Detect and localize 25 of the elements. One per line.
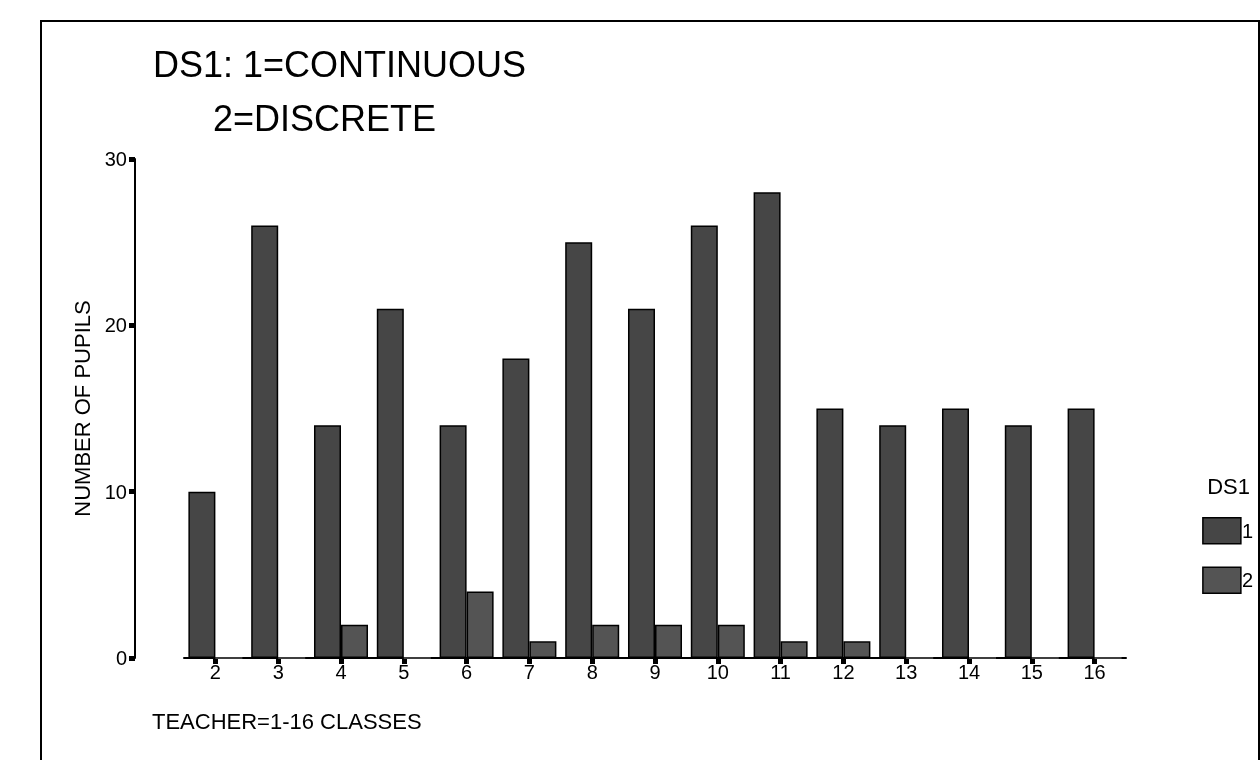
x-tick-label: 15 [1020,661,1043,683]
x-tick-label: 8 [586,661,598,683]
legend-label: 2 [1241,569,1253,592]
x-tick-label: 13 [895,661,918,683]
legend-title: DS1 [1207,473,1250,499]
x-tick-label: 6 [461,661,473,683]
x-tick-label: 2 [209,661,221,683]
legend-label: 1 [1241,519,1253,542]
x-tick-label: 7 [523,661,535,683]
x-axis-title: TEACHER=1-16 CLASSES [152,708,422,734]
x-tick-label: 3 [272,661,284,683]
x-tick-label: 10 [706,661,729,683]
chart-title: DS1: 1=CONTINUOUS 2=DISCRETE [153,43,527,139]
y-tick-label: 10 [104,480,127,503]
y-tick-label: 30 [104,148,127,170]
x-tick-label: 14 [957,661,981,683]
y-tick-label: 0 [115,647,127,669]
y-tick-label: 20 [104,314,127,337]
y-axis-title: NUMBER OF PUPILS [70,300,96,517]
x-tick-label: 5 [398,661,410,683]
x-tick-label: 11 [770,661,791,683]
x-tick-label: 16 [1083,661,1106,683]
x-tick-label: 4 [335,661,347,683]
x-tick-label: 9 [649,661,661,683]
x-tick-label: 12 [832,661,855,683]
